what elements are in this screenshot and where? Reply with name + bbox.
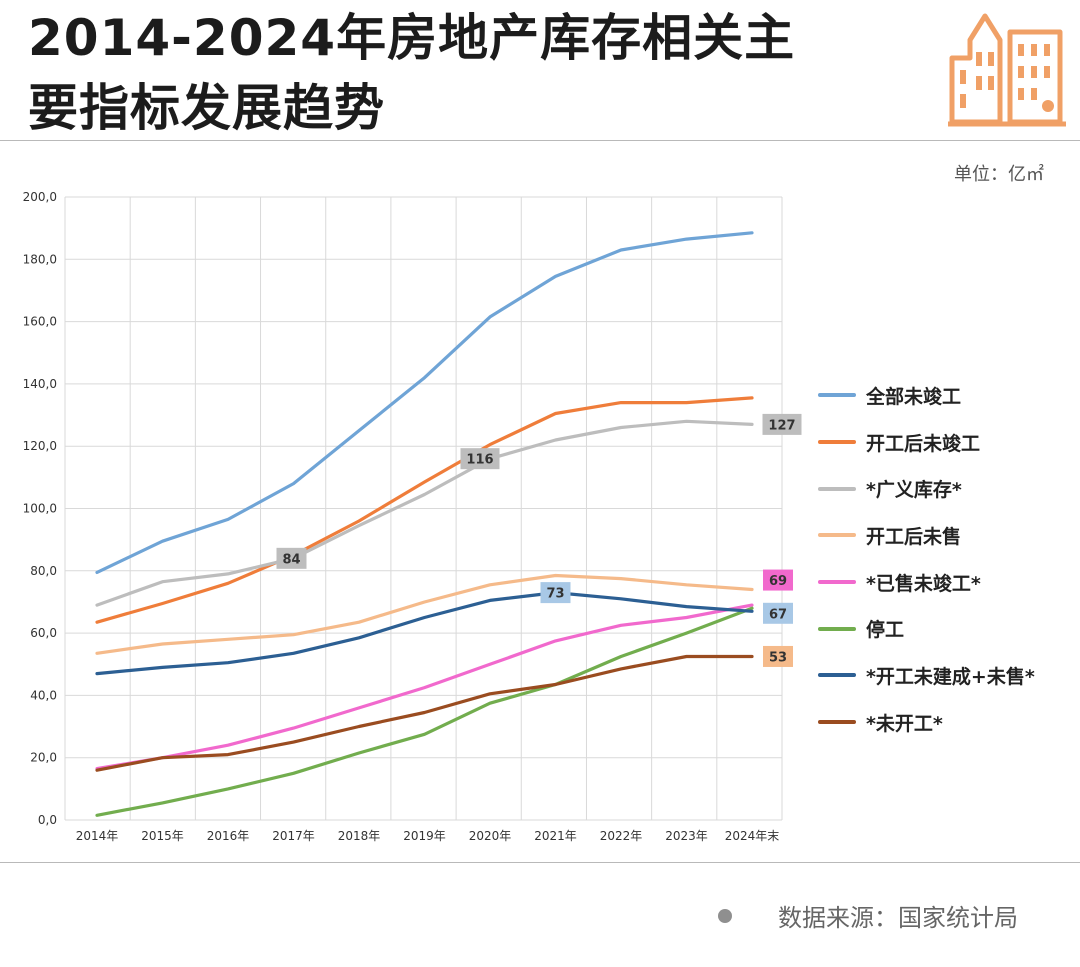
y-tick-label: 40,0 xyxy=(30,688,57,702)
data-label-box xyxy=(762,413,802,435)
y-tick-label: 60,0 xyxy=(30,626,57,640)
y-tick-label: 20,0 xyxy=(30,751,57,765)
chart-legend: 全部未竣工开工后未竣工 *广义库存* 开工后未售 *已售未竣工* 停工 *开工未建成+未售… xyxy=(818,372,1035,746)
y-tick-label: 80,0 xyxy=(30,564,57,578)
legend-item: *已售未竣工* xyxy=(818,559,1035,606)
y-tick-label: 120,0 xyxy=(23,439,57,453)
footer-divider xyxy=(0,862,1080,863)
data-label-box xyxy=(460,448,500,470)
legend-swatch xyxy=(818,486,856,491)
x-tick-label: 2021年 xyxy=(534,829,577,843)
legend-item: *开工未建成+未售* xyxy=(818,652,1035,699)
legend-item: 停工 xyxy=(818,605,1035,652)
legend-label: *广义库存* xyxy=(866,479,962,502)
x-tick-label: 2018年 xyxy=(338,829,381,843)
chart-series xyxy=(95,231,754,817)
building-icon xyxy=(948,13,1066,127)
series-line-4 xyxy=(95,603,754,771)
legend-swatch xyxy=(818,580,856,585)
y-tick-label: 0,0 xyxy=(38,813,57,827)
legend-label: 全部未竣工 xyxy=(866,385,962,408)
series-line-7 xyxy=(95,654,754,772)
y-tick-label: 140,0 xyxy=(23,377,57,391)
data-label: 69 xyxy=(769,574,787,589)
series-line-1 xyxy=(95,396,754,624)
y-tick-label: 200,0 xyxy=(23,190,57,204)
legend-label: *未开工* xyxy=(866,712,943,735)
legend-label: 停工 xyxy=(866,619,905,642)
legend-label: 开工后未竣工 xyxy=(866,432,981,455)
x-tick-label: 2024年末 xyxy=(725,829,780,843)
data-label: 116 xyxy=(466,453,493,468)
data-label: 73 xyxy=(546,587,564,602)
legend-item: *广义库存* xyxy=(818,465,1035,512)
data-label-box xyxy=(763,602,793,624)
x-tick-label: 2023年 xyxy=(665,829,708,843)
y-tick-label: 160,0 xyxy=(23,315,57,329)
legend-label: *已售未竣工* xyxy=(866,572,981,595)
series-line-6 xyxy=(95,590,754,676)
data-label-box xyxy=(540,582,571,604)
y-tick-label: 100,0 xyxy=(23,502,57,516)
legend-swatch xyxy=(818,440,856,445)
series-line-0 xyxy=(95,231,754,575)
page-title-line-2: 要指标发展趋势 xyxy=(28,79,385,137)
legend-item: 开工后未售 xyxy=(818,512,1035,559)
y-tick-label: 180,0 xyxy=(23,252,57,266)
chart-axes: 0,0 20,0 40,0 60,0 80,0 100,0 120,0 140,0 160,0 1… xyxy=(23,190,780,843)
line-chart: 0,0 20,0 40,0 60,0 80,0 100,0 120,0 140,0 160,0 1… xyxy=(23,190,802,843)
x-tick-label: 2014年 xyxy=(76,829,119,843)
x-tick-label: 2022年 xyxy=(600,829,643,843)
x-tick-label: 2017年 xyxy=(272,829,315,843)
dot-icon xyxy=(718,908,732,923)
chart-grid xyxy=(64,196,783,821)
series-line-5 xyxy=(95,606,754,817)
legend-item: *未开工* xyxy=(818,699,1035,746)
legend-swatch xyxy=(818,393,856,398)
legend-label: 开工后未售 xyxy=(866,525,962,548)
x-tick-label: 2019年 xyxy=(403,829,446,843)
page-title-line-1: 2014-2024年房地产库存相关主 xyxy=(28,9,796,67)
source-line: 数据来源：国家统计局 xyxy=(718,898,1018,933)
data-label-box xyxy=(763,569,793,591)
data-label-box xyxy=(276,547,307,569)
series-line-2 xyxy=(95,419,754,607)
legend-swatch xyxy=(818,533,856,538)
data-label-box xyxy=(763,645,793,667)
legend-swatch xyxy=(818,673,856,678)
data-label: 84 xyxy=(282,552,300,567)
data-label: 53 xyxy=(769,650,787,665)
legend-swatch xyxy=(818,720,856,725)
x-tick-label: 2016年 xyxy=(207,829,250,843)
series-line-3 xyxy=(95,573,754,655)
header-divider xyxy=(0,140,1080,141)
data-label: 127 xyxy=(768,418,795,433)
source-label: 数据来源：国家统计局 xyxy=(778,904,1018,932)
data-label: 67 xyxy=(769,607,787,622)
legend-label: *开工未建成+未售* xyxy=(866,665,1035,688)
legend-swatch xyxy=(818,626,856,631)
x-tick-label: 2020年 xyxy=(469,829,512,843)
chart-annotations: 84 116 127 73 69 67 53 xyxy=(276,413,802,667)
legend-item: 开工后未竣工 xyxy=(818,419,1035,466)
x-tick-label: 2015年 xyxy=(141,829,184,843)
unit-label: 单位：亿㎡ xyxy=(954,164,1044,185)
legend-item: 全部未竣工 xyxy=(818,372,1035,419)
